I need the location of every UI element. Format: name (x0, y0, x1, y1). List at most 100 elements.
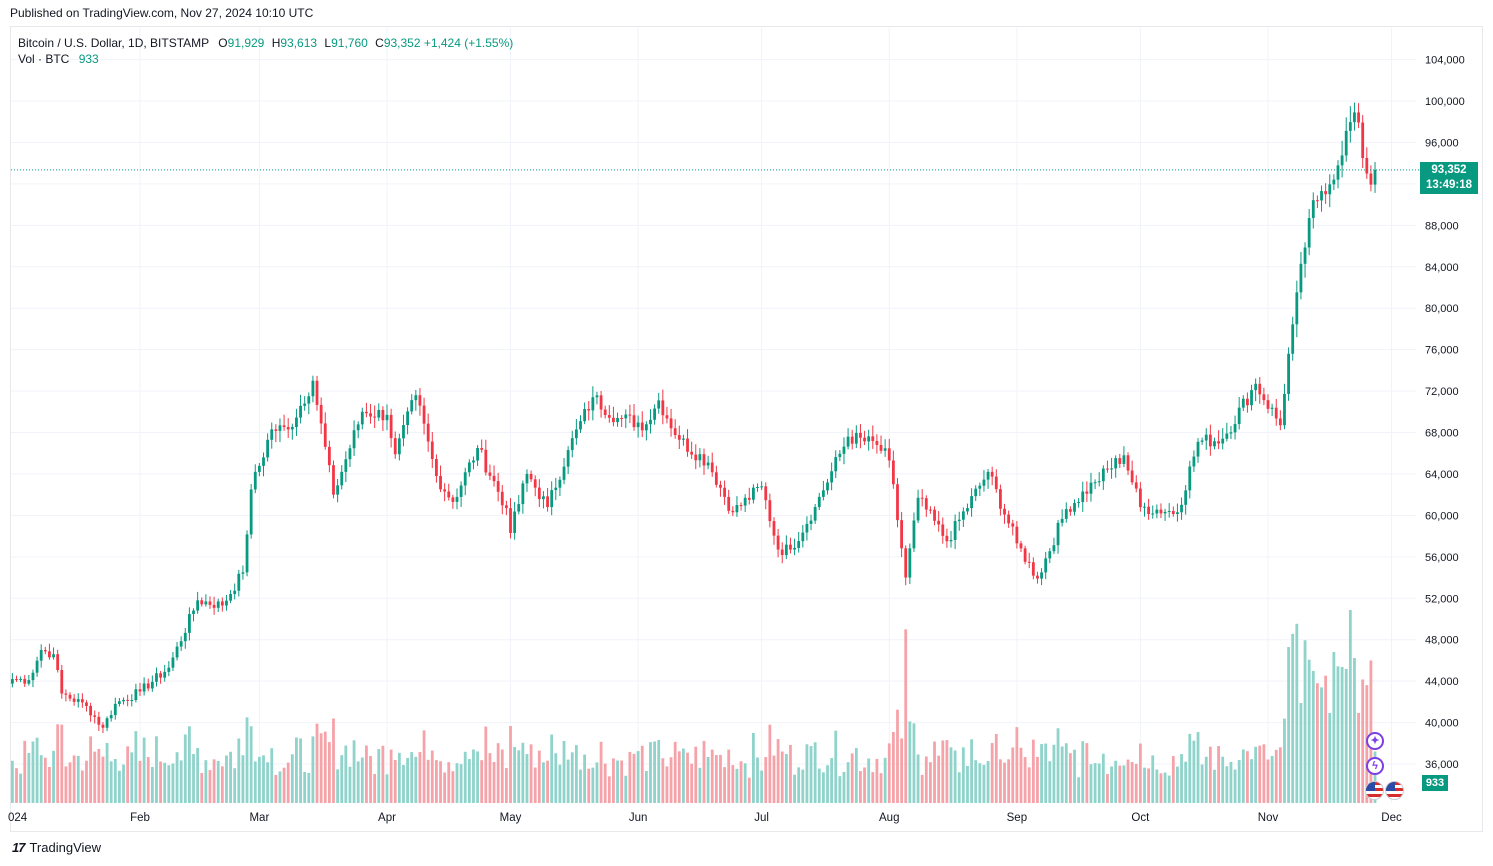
volume-bar (241, 755, 245, 803)
candle-body (500, 491, 504, 506)
candle-body (966, 508, 969, 512)
volume-bar (533, 767, 537, 803)
candle-body (665, 415, 669, 419)
volume-bar (167, 765, 171, 803)
candle-body (533, 479, 537, 488)
candle-body (970, 496, 973, 509)
volume-bar (612, 758, 615, 803)
candle-body (550, 490, 554, 508)
volume-bar (122, 764, 125, 803)
candle-body (344, 459, 348, 472)
candle-body (513, 511, 517, 533)
candle-body (1044, 558, 1048, 573)
change-value: +1,424 (+1.55%) (423, 36, 514, 50)
y-tick-label: 44,000 (1425, 676, 1459, 688)
candle-body (920, 497, 924, 499)
volume-bar (809, 746, 813, 803)
candle-body (93, 715, 97, 717)
candle-body (1328, 184, 1332, 195)
candle-body (784, 544, 788, 556)
y-tick-label: 100,000 (1425, 96, 1465, 108)
x-tick-label: Feb (130, 812, 150, 824)
volume-bar (31, 741, 35, 803)
candle-body (397, 438, 401, 455)
candle-body (504, 505, 508, 509)
us-flag-icon[interactable] (1365, 781, 1384, 800)
y-tick-label: 56,000 (1425, 552, 1459, 564)
volume-bar (632, 753, 636, 803)
volume-bar (1250, 759, 1253, 803)
candle-body (443, 489, 447, 492)
volume-bar (97, 748, 101, 803)
volume-bar (159, 761, 162, 803)
candle-body (1126, 455, 1130, 471)
candle-body (225, 600, 228, 606)
volume-bar (966, 765, 969, 803)
plus-sparkle-icon[interactable]: ✦ (1366, 732, 1384, 750)
volume-bar (369, 756, 372, 803)
volume-bar (1184, 761, 1188, 803)
candle-body (31, 672, 35, 681)
candle-body (179, 641, 183, 647)
volume-bar (945, 740, 949, 803)
volume-bar (957, 772, 961, 803)
volume-bar (1159, 773, 1163, 803)
candle-body (459, 485, 463, 497)
volume-bar (299, 738, 302, 803)
candle-body (295, 417, 298, 428)
volume-bar (599, 741, 603, 803)
candle-body (595, 395, 599, 398)
volume-bar (155, 736, 158, 803)
us-flag-icon[interactable] (1385, 781, 1404, 800)
volume-bar (801, 769, 805, 803)
volume-label[interactable]: Vol · BTC (18, 52, 70, 66)
volume-bar (780, 751, 784, 803)
volume-bar (278, 771, 282, 803)
volume-bar (480, 760, 484, 803)
candle-body (171, 657, 175, 668)
candle-body (1159, 509, 1163, 514)
volume-bar (714, 755, 718, 803)
volume-bar (356, 761, 360, 803)
candle-body (1311, 200, 1315, 219)
volume-bar (311, 736, 315, 803)
volume-bar (854, 748, 858, 803)
volume-bar (743, 763, 747, 803)
candle-body (1188, 466, 1192, 491)
x-tick-label: Apr (378, 812, 396, 824)
volume-bar (1106, 774, 1109, 803)
volume-bar (690, 763, 694, 803)
volume-bar (1303, 640, 1307, 803)
volume-bar (1225, 766, 1229, 803)
symbol-title[interactable]: Bitcoin / U.S. Dollar, 1D, BITSTAMP (18, 36, 209, 50)
candle-body (1353, 112, 1356, 123)
candle-body (1320, 191, 1323, 201)
candle-body (850, 436, 854, 444)
bar-countdown: 13:49:18 (1425, 179, 1473, 191)
volume-bar (492, 762, 496, 803)
volume-bar (682, 748, 685, 803)
volume-bar (323, 731, 327, 803)
volume-bar (1287, 647, 1290, 803)
volume-bar (142, 737, 146, 803)
candle-body (1093, 482, 1097, 484)
candle-body (85, 702, 88, 706)
volume-bar (566, 759, 570, 803)
lightning-icon[interactable]: ϟ (1366, 757, 1384, 775)
tradingview-brand[interactable]: 17 TradingView (12, 840, 101, 855)
candle-body (809, 520, 813, 524)
candle-body (570, 438, 574, 451)
volume-bar (579, 769, 582, 803)
volume-bar (344, 745, 348, 803)
candle-body (1225, 433, 1229, 439)
volume-bar (937, 755, 941, 803)
candle-body (340, 471, 344, 486)
volume-bar (113, 758, 117, 803)
volume-bar (52, 750, 55, 803)
volume-bar (797, 767, 801, 803)
candle-body (369, 413, 372, 417)
x-tick-label: Dec (1381, 812, 1402, 824)
volume-bar (488, 753, 492, 803)
volume-bar (93, 751, 97, 803)
